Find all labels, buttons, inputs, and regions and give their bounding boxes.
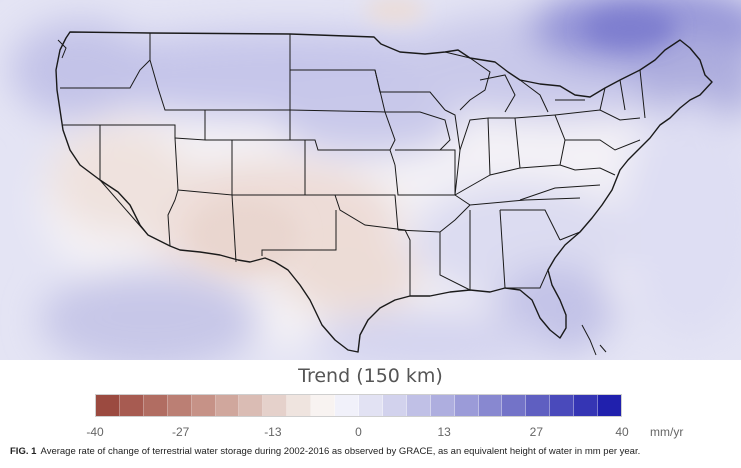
trend-map (0, 0, 741, 360)
caption-text: Average rate of change of terrestrial wa… (40, 446, 641, 457)
color-swatch (191, 395, 216, 416)
color-swatch (550, 395, 575, 416)
scale-tick-label: 27 (529, 425, 544, 439)
color-swatch (598, 395, 621, 416)
color-swatch (382, 395, 407, 416)
trend-field (10, 0, 741, 360)
color-swatch (119, 395, 144, 416)
coast-details (57, 39, 607, 356)
color-scale-bar (95, 394, 622, 417)
figure-label: FIG. 1 (10, 446, 37, 457)
scale-tick-label: 40 (615, 425, 629, 439)
unit-label: mm/yr (650, 425, 684, 439)
us-outline (55, 31, 713, 353)
color-swatch (406, 395, 431, 416)
state-borders (60, 33, 646, 296)
color-swatch (502, 395, 527, 416)
color-swatch (574, 395, 599, 416)
color-swatch (311, 395, 336, 416)
scale-tick-label: 13 (437, 425, 451, 439)
scale-tick-label: 0 (355, 425, 362, 439)
color-swatch (239, 395, 264, 416)
legend-title: Trend (150 km) (298, 365, 443, 387)
color-swatch (287, 395, 312, 416)
color-swatch (478, 395, 503, 416)
color-swatch (526, 395, 551, 416)
color-swatch (263, 395, 288, 416)
color-swatch (454, 395, 479, 416)
scale-tick-label: -27 (171, 425, 190, 439)
scale-tick-label: -40 (86, 425, 104, 439)
figure-caption: FIG. 1 Average rate of change of terrest… (10, 446, 735, 457)
color-swatch (96, 395, 120, 416)
color-swatch (143, 395, 168, 416)
color-swatch (335, 395, 359, 416)
scale-tick-label: -13 (264, 425, 282, 439)
color-swatch (215, 395, 240, 416)
color-swatch (167, 395, 192, 416)
color-swatch (430, 395, 455, 416)
color-swatch (358, 395, 383, 416)
